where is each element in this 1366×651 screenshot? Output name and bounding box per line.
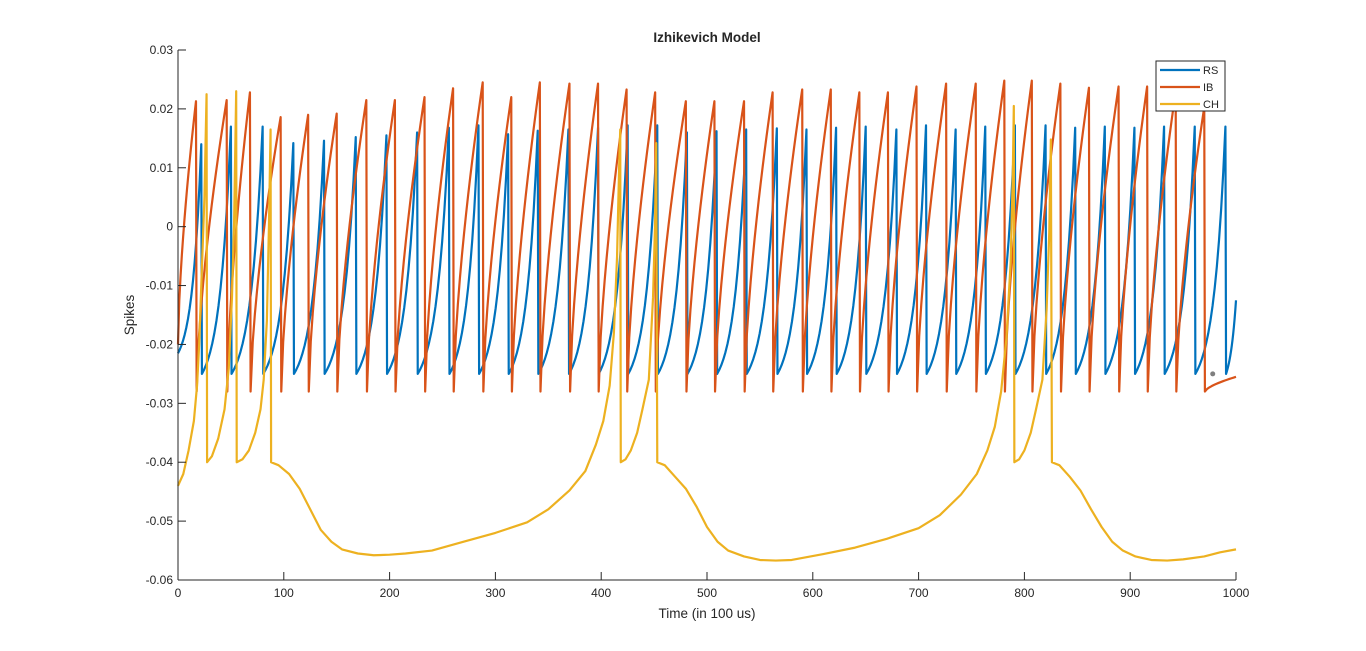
x-tick-label: 1000 [1223, 586, 1250, 600]
y-tick-label: 0.03 [150, 43, 174, 57]
legend-entries: RS IB CH [1160, 65, 1219, 111]
legend-label-rs: RS [1203, 65, 1218, 77]
x-tick-label: 900 [1120, 586, 1140, 600]
x-tick-label: 800 [1014, 586, 1034, 600]
y-tick-label: -0.02 [146, 337, 174, 351]
y-tick-label: 0.01 [150, 161, 174, 175]
series-lines [176, 79, 1238, 562]
y-ticks: -0.06 -0.05 -0.04 -0.03 -0.02 -0.01 0 0.01 0.02 0… [146, 43, 186, 587]
y-tick-label: -0.05 [146, 514, 174, 528]
series-line-rs [177, 124, 1238, 375]
x-tick-label: 700 [909, 586, 929, 600]
x-tick-label: 0 [175, 586, 182, 600]
legend-label-ch: CH [1203, 99, 1219, 111]
x-tick-label: 600 [803, 586, 823, 600]
x-tick-label: 200 [380, 586, 400, 600]
series-line-ib [176, 79, 1237, 393]
chart-title: Izhikevich Model [653, 30, 760, 45]
x-tick-label: 400 [591, 586, 611, 600]
legend: RS IB CH [1155, 60, 1226, 112]
data-marker [1210, 371, 1216, 377]
y-tick-label: -0.01 [146, 279, 174, 293]
x-axis-label: Time (in 100 us) [658, 606, 755, 621]
data-marker-group [1210, 371, 1216, 377]
legend-label-ib: IB [1203, 82, 1213, 94]
x-ticks: 0 100 200 300 400 500 600 700 800 900 1000 [175, 572, 1250, 600]
y-tick-label: 0 [166, 220, 173, 234]
y-tick-label: -0.03 [146, 396, 174, 410]
y-tick-label: -0.04 [146, 455, 174, 469]
series-line-ch [176, 90, 1237, 562]
y-tick-label: -0.06 [146, 573, 174, 587]
x-tick-label: 500 [697, 586, 717, 600]
x-tick-label: 300 [485, 586, 505, 600]
y-tick-label: 0.02 [150, 102, 174, 116]
x-tick-label: 100 [274, 586, 294, 600]
y-axis-label: Spikes [122, 294, 137, 335]
